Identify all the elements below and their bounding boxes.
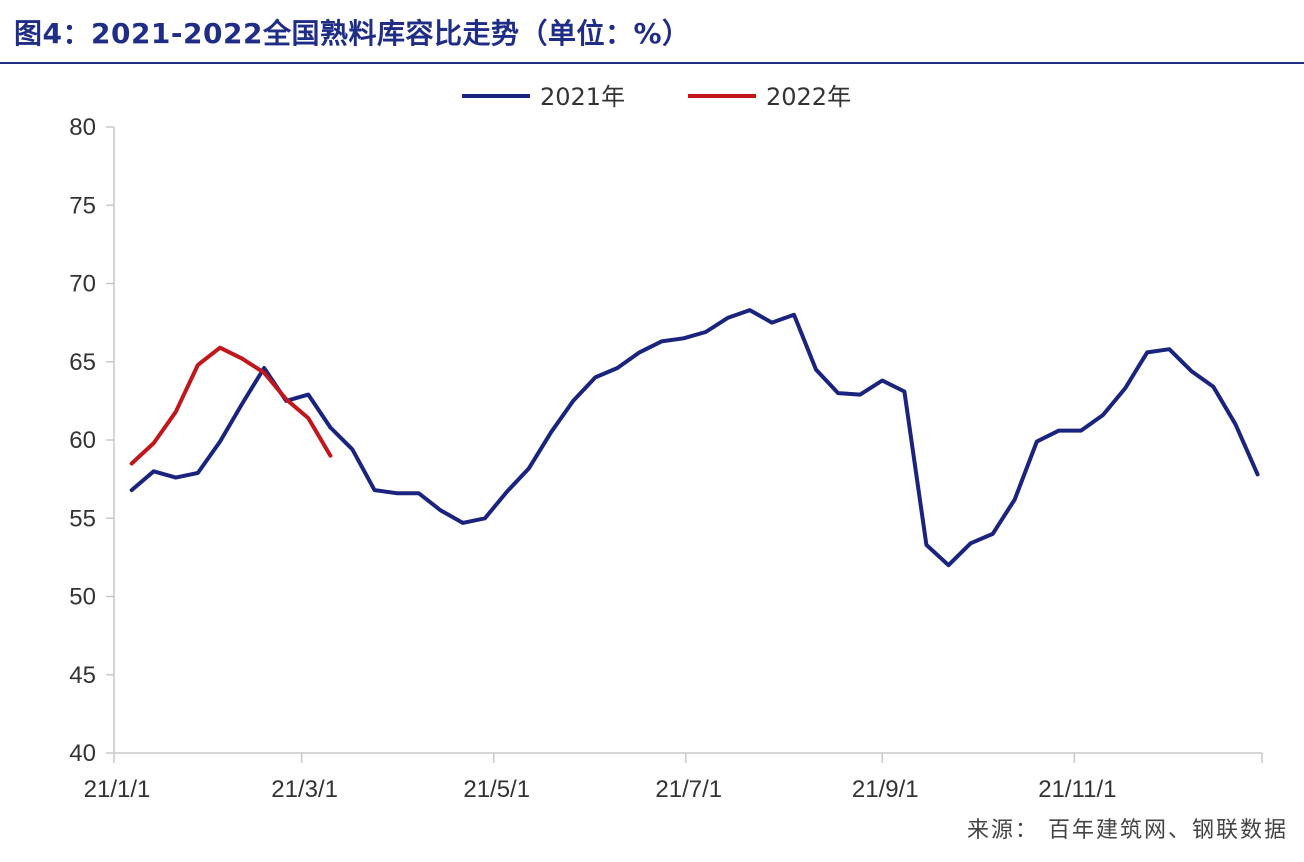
x-tick-label: 21/7/1 bbox=[655, 776, 722, 803]
x-tick-label: 21/1/1 bbox=[84, 776, 151, 803]
chart-series bbox=[129, 308, 1260, 568]
y-tick-label: 50 bbox=[69, 584, 96, 611]
x-tick-label: 21/3/1 bbox=[271, 776, 338, 803]
legend-label: 2022年 bbox=[766, 83, 851, 111]
x-tick-label: 21/5/1 bbox=[463, 776, 530, 803]
y-tick-label: 55 bbox=[69, 505, 96, 532]
chart-legend: 2021年 2022年 bbox=[462, 83, 851, 111]
chart-title: 图4：2021-2022全国熟料库容比走势（单位：%） bbox=[14, 17, 691, 50]
legend-label: 2021年 bbox=[540, 83, 625, 111]
y-tick-label: 40 bbox=[69, 740, 96, 767]
series-line-2021 bbox=[129, 308, 1260, 568]
y-tick-label: 70 bbox=[69, 271, 96, 298]
y-axis: 40 45 50 55 60 65 70 75 80 bbox=[69, 114, 115, 767]
series-line-2022 bbox=[129, 345, 333, 466]
source-note: 来源： 百年建筑网、钢联数据 bbox=[967, 818, 1288, 843]
y-tick-label: 75 bbox=[69, 192, 96, 219]
x-tick-label: 21/9/1 bbox=[852, 776, 919, 803]
title-divider bbox=[0, 62, 1304, 64]
y-tick-label: 65 bbox=[69, 349, 96, 376]
y-tick-label: 80 bbox=[69, 114, 96, 141]
x-tick-label: 21/11/1 bbox=[1038, 776, 1116, 803]
y-tick-label: 60 bbox=[69, 427, 96, 454]
x-axis: 21/1/1 21/3/1 21/5/1 21/7/1 21/9/1 21/11/1 bbox=[84, 752, 1263, 803]
y-tick-label: 45 bbox=[69, 662, 96, 689]
